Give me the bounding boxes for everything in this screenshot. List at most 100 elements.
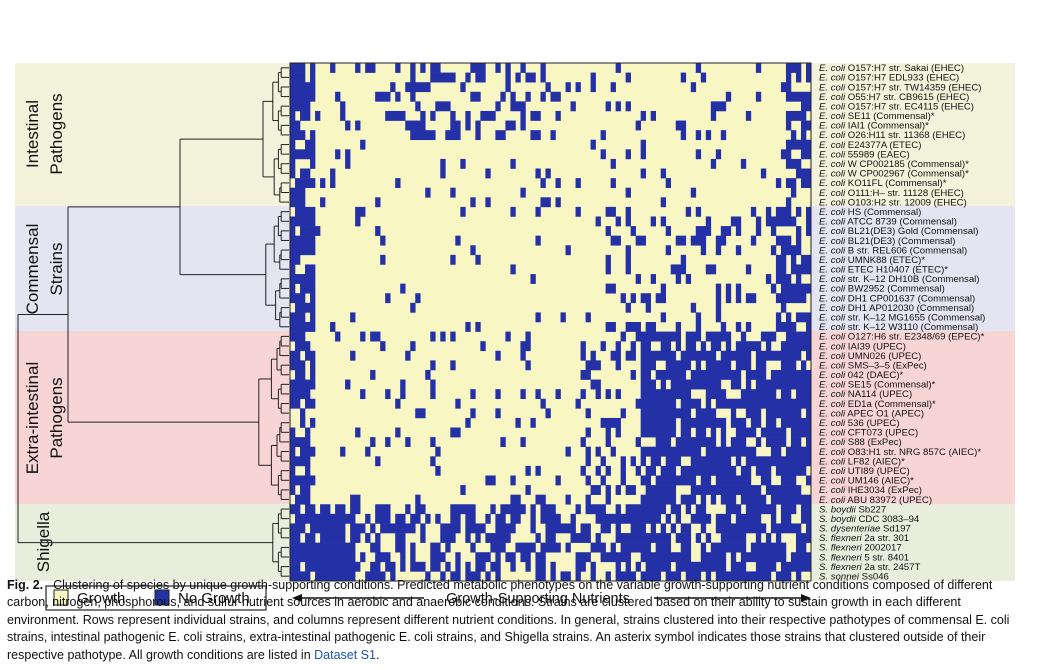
no-growth-cell xyxy=(425,369,431,380)
no-growth-cell xyxy=(375,533,381,543)
no-growth-cell xyxy=(305,561,361,572)
no-growth-cell xyxy=(440,168,446,179)
no-growth-cell xyxy=(780,245,802,256)
no-growth-cell xyxy=(700,523,707,534)
no-growth-cell xyxy=(565,494,571,505)
no-growth-cell xyxy=(290,264,296,275)
no-growth-cell xyxy=(700,552,727,563)
no-growth-cell xyxy=(400,389,406,400)
no-growth-cell xyxy=(620,542,651,553)
strain-label: E. coli DH1 AP012030 (Commensal) xyxy=(819,303,974,314)
no-growth-cell xyxy=(590,82,596,93)
strain-label: E. coli 536 (UPEC) xyxy=(819,418,900,429)
svg-text:Shigella: Shigella xyxy=(34,511,53,572)
no-growth-cell xyxy=(715,245,722,256)
no-growth-cell xyxy=(695,504,707,515)
no-growth-cell xyxy=(765,437,787,447)
no-growth-cell xyxy=(520,63,526,73)
no-growth-cell xyxy=(310,312,316,323)
caption-end: . xyxy=(375,647,380,662)
no-growth-cell xyxy=(780,360,797,371)
no-growth-cell xyxy=(500,504,526,515)
no-growth-cell xyxy=(655,475,697,486)
no-growth-cell xyxy=(455,235,461,246)
no-growth-cell xyxy=(345,120,351,131)
no-growth-cell xyxy=(735,226,742,236)
no-growth-cell xyxy=(605,427,611,438)
no-growth-cell xyxy=(575,178,581,188)
no-growth-cell xyxy=(395,427,401,438)
strain-label: E. coli BW2952 (Commensal) xyxy=(819,284,945,295)
no-growth-cell xyxy=(630,293,636,304)
no-growth-cell xyxy=(445,130,461,141)
no-growth-cell xyxy=(675,533,692,543)
no-growth-cell xyxy=(555,475,561,486)
no-growth-cell xyxy=(775,465,807,476)
no-growth-cell xyxy=(695,63,702,73)
no-growth-cell xyxy=(290,485,296,495)
no-growth-cell xyxy=(400,552,406,563)
no-growth-cell xyxy=(465,561,471,572)
heatmap xyxy=(290,63,812,582)
no-growth-cell xyxy=(690,513,712,524)
no-growth-cell xyxy=(595,465,601,476)
no-growth-cell xyxy=(505,331,511,342)
no-growth-cell xyxy=(805,226,812,236)
no-growth-cell xyxy=(410,91,416,102)
strain-label: E. coli W CP002967 (Commensal)* xyxy=(819,169,969,180)
no-growth-cell xyxy=(765,417,777,428)
no-growth-cell xyxy=(505,63,511,73)
no-growth-cell xyxy=(525,561,531,572)
group-label-shigella: Shigella xyxy=(34,511,53,572)
no-growth-cell xyxy=(535,552,546,563)
no-growth-cell xyxy=(570,513,576,524)
dendrogram xyxy=(17,67,289,577)
no-growth-cell xyxy=(695,312,702,323)
no-growth-cell xyxy=(520,110,526,121)
no-growth-cell xyxy=(495,350,501,361)
no-growth-cell xyxy=(650,523,656,534)
no-growth-cell xyxy=(290,187,306,198)
no-growth-cell xyxy=(615,427,621,438)
no-growth-cell xyxy=(710,158,717,169)
no-growth-cell xyxy=(800,254,812,265)
no-growth-cell xyxy=(545,82,551,93)
strain-label: E. coli SE11 (Commensal)* xyxy=(819,111,935,122)
strain-label: E. coli SE15 (Commensal)* xyxy=(819,380,936,391)
group-label-commensal: Commensal Strains xyxy=(23,224,66,315)
no-growth-cell xyxy=(380,254,386,265)
strain-label: E. coli BL21(DE3) Gold (Commensal) xyxy=(819,226,978,237)
no-growth-cell xyxy=(330,168,336,179)
no-growth-cell xyxy=(795,206,802,217)
no-growth-cell xyxy=(640,379,656,390)
no-growth-cell xyxy=(510,264,516,275)
no-growth-cell xyxy=(625,485,636,495)
strain-label: E. coli O157:H7 str. TW14359 (EHEC) xyxy=(819,82,981,93)
no-growth-cell xyxy=(390,82,396,93)
no-growth-cell xyxy=(560,571,571,582)
strain-label: E. coli B str. REL606 (Commensal) xyxy=(819,245,967,256)
no-growth-cell xyxy=(720,322,727,332)
no-growth-cell xyxy=(505,72,511,83)
no-growth-cell xyxy=(420,63,426,73)
no-growth-cell xyxy=(780,417,812,428)
no-growth-cell xyxy=(420,533,426,543)
no-growth-cell xyxy=(540,63,546,73)
no-growth-cell xyxy=(550,561,556,572)
no-growth-cell xyxy=(775,254,787,265)
no-growth-cell xyxy=(405,504,411,515)
no-growth-cell xyxy=(530,523,536,534)
no-growth-cell xyxy=(770,513,777,524)
no-growth-cell xyxy=(385,389,391,400)
no-growth-cell xyxy=(575,82,581,93)
no-growth-cell xyxy=(535,235,541,246)
no-growth-cell xyxy=(375,552,391,563)
dataset-link[interactable]: Dataset S1 xyxy=(314,647,376,662)
no-growth-cell xyxy=(350,504,361,515)
no-growth-cell xyxy=(290,139,296,150)
no-growth-cell xyxy=(760,427,787,438)
no-growth-cell xyxy=(725,504,742,515)
no-growth-cell xyxy=(690,82,697,93)
no-growth-cell xyxy=(535,465,541,476)
no-growth-cell xyxy=(605,437,611,447)
